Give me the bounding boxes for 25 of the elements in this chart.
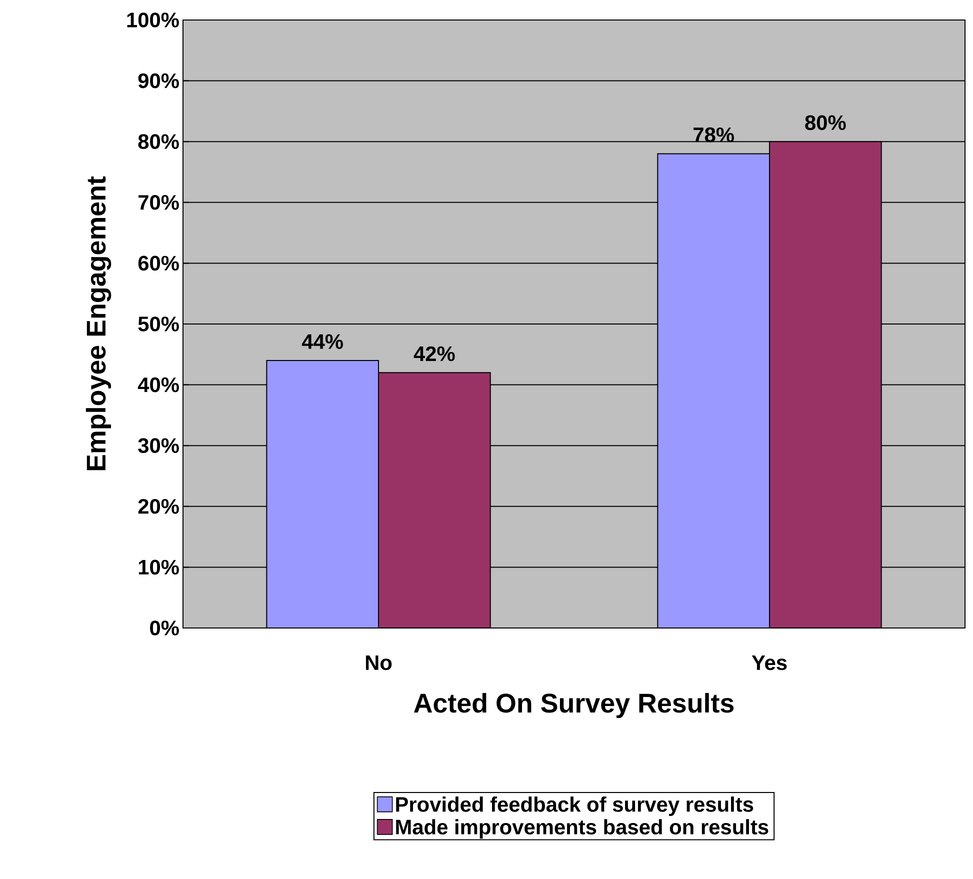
bar	[657, 153, 770, 628]
y-tick-label: 40%	[138, 377, 179, 392]
x-axis-title: Acted On Survey Results	[414, 692, 734, 718]
legend-label: Made improvements based on results	[396, 819, 768, 839]
bar	[378, 372, 491, 628]
y-tick-label: 60%	[138, 256, 179, 271]
bar	[769, 141, 882, 628]
legend-label: Provided feedback of survey results	[396, 796, 754, 816]
y-tick-label: 10%	[138, 560, 179, 575]
y-tick-label: 20%	[138, 498, 179, 514]
data-label: 80%	[805, 115, 846, 130]
x-tick-label: No	[366, 656, 392, 670]
x-tick-label: Yes	[752, 656, 787, 670]
y-tick-label: 50%	[138, 316, 179, 332]
y-tick-label: 90%	[138, 73, 179, 88]
y-axis-title: Employee Engagement	[86, 176, 112, 470]
y-tick-label: 30%	[138, 438, 179, 454]
y-tick-label: 70%	[138, 194, 179, 210]
y-tick-label: 0%	[150, 620, 179, 636]
data-label: 78%	[694, 127, 734, 142]
data-label: 44%	[302, 334, 343, 349]
bar	[266, 360, 380, 628]
y-tick-label: 100%	[127, 12, 179, 28]
data-label: 42%	[414, 346, 455, 362]
y-tick-label: 80%	[138, 134, 179, 149]
